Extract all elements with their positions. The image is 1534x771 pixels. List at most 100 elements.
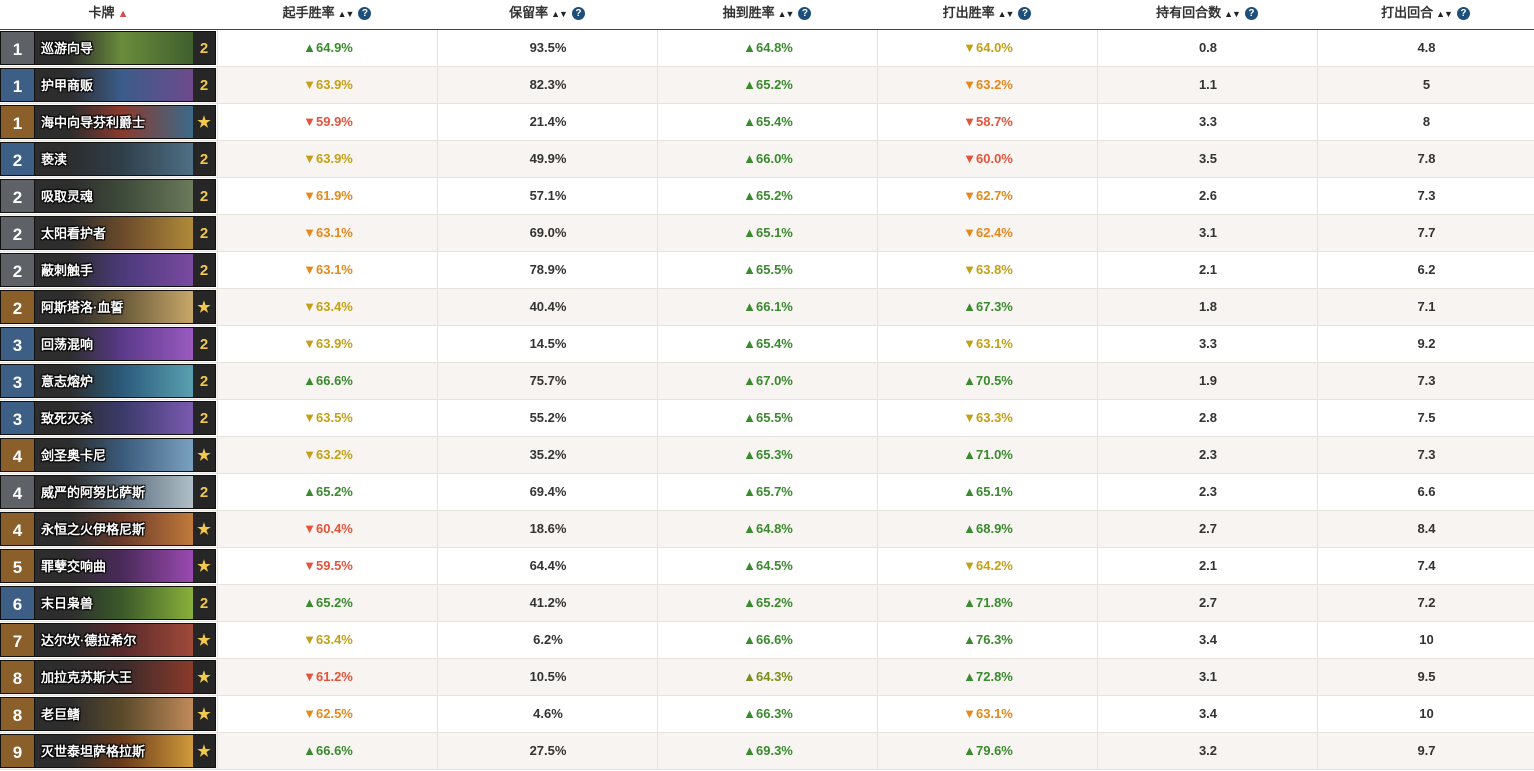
- mulligan-winrate-cell: ▼63.9%: [217, 141, 438, 177]
- card-cost: 6: [1, 587, 35, 619]
- mulligan-winrate-cell: ▲66.6%: [217, 733, 438, 769]
- table-row[interactable]: 9 灭世泰坦萨格拉斯 ★ ▲66.6% 27.5% ▲69.3% ▲79.6% 3.2 9.7: [0, 733, 1534, 770]
- help-icon[interactable]: ?: [1018, 7, 1032, 20]
- table-row[interactable]: 2 吸取灵魂 2 ▼61.9% 57.1% ▲65.2% ▼62.7% 2.6 7.3: [0, 178, 1534, 215]
- turn-played-cell: 9.2: [1317, 326, 1534, 362]
- turn-played-cell: 6.6: [1317, 474, 1534, 510]
- column-header-turn[interactable]: 打出回合 ▲▼?: [1317, 0, 1534, 29]
- card-tile[interactable]: 2 太阳看护者 2: [0, 216, 216, 250]
- card-art-image: [35, 143, 193, 175]
- card-art-image: [35, 254, 193, 286]
- card-tile[interactable]: 1 海中向导芬利爵士 ★: [0, 105, 216, 139]
- card-tile[interactable]: 6 末日枭兽 2: [0, 586, 216, 620]
- column-header-played[interactable]: 打出胜率 ▲▼?: [877, 0, 1097, 29]
- card-tile[interactable]: 7 达尔坎·德拉希尔 ★: [0, 623, 216, 657]
- turns-held-cell: 2.7: [1097, 511, 1318, 547]
- turn-played-cell: 9.7: [1317, 733, 1534, 769]
- card-tile[interactable]: 1 护甲商贩 2: [0, 68, 216, 102]
- table-row[interactable]: 8 老巨鳍 ★ ▼62.5% 4.6% ▲66.3% ▼63.1% 3.4 10: [0, 696, 1534, 733]
- card-cost: 3: [1, 328, 35, 360]
- played-winrate-cell: ▼63.8%: [877, 252, 1098, 288]
- card-tile[interactable]: 2 蔽刺触手 2: [0, 253, 216, 287]
- column-header-drawn[interactable]: 抽到胜率 ▲▼?: [657, 0, 877, 29]
- keep-rate-cell: 69.0%: [437, 215, 658, 251]
- legendary-star-icon: ★: [193, 291, 215, 323]
- card-count: 2: [193, 365, 215, 397]
- turn-played-cell: 4.8: [1317, 30, 1534, 66]
- card-tile[interactable]: 3 意志熔炉 2: [0, 364, 216, 398]
- table-row[interactable]: 2 亵渎 2 ▼63.9% 49.9% ▲66.0% ▼60.0% 3.5 7.8: [0, 141, 1534, 178]
- sort-icon[interactable]: ▲▼: [551, 9, 568, 19]
- sort-icon[interactable]: ▲▼: [1436, 9, 1453, 19]
- turn-played-cell: 7.1: [1317, 289, 1534, 325]
- played-winrate-cell: ▼64.2%: [877, 548, 1098, 584]
- keep-rate-cell: 49.9%: [437, 141, 658, 177]
- column-header-card[interactable]: 卡牌 ▲: [0, 0, 217, 29]
- mulligan-winrate-cell: ▼60.4%: [217, 511, 438, 547]
- column-header-held[interactable]: 持有回合数 ▲▼?: [1097, 0, 1317, 29]
- sort-icon[interactable]: ▲▼: [1224, 9, 1241, 19]
- card-tile[interactable]: 5 罪孽交响曲 ★: [0, 549, 216, 583]
- card-tile[interactable]: 2 吸取灵魂 2: [0, 179, 216, 213]
- table-row[interactable]: 3 致死灭杀 2 ▼63.5% 55.2% ▲65.5% ▼63.3% 2.8 7.5: [0, 400, 1534, 437]
- table-row[interactable]: 2 太阳看护者 2 ▼63.1% 69.0% ▲65.1% ▼62.4% 3.1 7.7: [0, 215, 1534, 252]
- sort-icon[interactable]: ▲▼: [997, 9, 1015, 19]
- table-row[interactable]: 2 蔽刺触手 2 ▼63.1% 78.9% ▲65.5% ▼63.8% 2.1 6.2: [0, 252, 1534, 289]
- card-tile[interactable]: 4 永恒之火伊格尼斯 ★: [0, 512, 216, 546]
- table-row[interactable]: 3 回荡混响 2 ▼63.9% 14.5% ▲65.4% ▼63.1% 3.3 9.2: [0, 326, 1534, 363]
- card-art-image: [35, 106, 193, 138]
- sort-icon[interactable]: ▲▼: [777, 9, 795, 19]
- table-row[interactable]: 5 罪孽交响曲 ★ ▼59.5% 64.4% ▲64.5% ▼64.2% 2.1 7.4: [0, 548, 1534, 585]
- card-name: 致死灭杀: [41, 411, 94, 426]
- table-row[interactable]: 1 巡游向导 2 ▲64.9% 93.5% ▲64.8% ▼64.0% 0.8 4.8: [0, 30, 1534, 67]
- table-row[interactable]: 4 威严的阿努比萨斯 2 ▲65.2% 69.4% ▲65.7% ▲65.1% 2.3 6.6: [0, 474, 1534, 511]
- card-tile[interactable]: 2 阿斯塔洛·血誓 ★: [0, 290, 216, 324]
- table-row[interactable]: 4 永恒之火伊格尼斯 ★ ▼60.4% 18.6% ▲64.8% ▲68.9% 2.7 8.4: [0, 511, 1534, 548]
- table-row[interactable]: 6 末日枭兽 2 ▲65.2% 41.2% ▲65.2% ▲71.8% 2.7 7.2: [0, 585, 1534, 622]
- card-tile[interactable]: 8 老巨鳍 ★: [0, 697, 216, 731]
- table-row[interactable]: 8 加拉克苏斯大王 ★ ▼61.2% 10.5% ▲64.3% ▲72.8% 3.1 9.5: [0, 659, 1534, 696]
- keep-rate-cell: 27.5%: [437, 733, 658, 769]
- table-row[interactable]: 1 海中向导芬利爵士 ★ ▼59.9% 21.4% ▲65.4% ▼58.7% 3.3 8: [0, 104, 1534, 141]
- mulligan-winrate-cell: ▼63.9%: [217, 67, 438, 103]
- card-tile[interactable]: 1 巡游向导 2: [0, 31, 216, 65]
- turn-played-cell: 7.3: [1317, 437, 1534, 473]
- column-header-keep[interactable]: 保留率 ▲▼?: [437, 0, 657, 29]
- played-winrate-cell: ▲68.9%: [877, 511, 1098, 547]
- card-tile[interactable]: 2 亵渎 2: [0, 142, 216, 176]
- legendary-star-icon: ★: [193, 624, 215, 656]
- card-name: 加拉克苏斯大王: [41, 670, 133, 685]
- table-row[interactable]: 4 剑圣奥卡尼 ★ ▼63.2% 35.2% ▲65.3% ▲71.0% 2.3 7.3: [0, 437, 1534, 474]
- card-art-image: [35, 513, 193, 545]
- card-name: 回荡混响: [41, 337, 94, 352]
- card-tile[interactable]: 4 剑圣奥卡尼 ★: [0, 438, 216, 472]
- help-icon[interactable]: ?: [1244, 7, 1258, 20]
- table-row[interactable]: 7 达尔坎·德拉希尔 ★ ▼63.4% 6.2% ▲66.6% ▲76.3% 3.4 10: [0, 622, 1534, 659]
- mulligan-winrate-cell: ▼59.9%: [217, 104, 438, 140]
- card-name: 永恒之火伊格尼斯: [41, 522, 146, 537]
- mulligan-winrate-cell: ▼63.5%: [217, 400, 438, 436]
- card-tile[interactable]: 3 致死灭杀 2: [0, 401, 216, 435]
- card-tile[interactable]: 3 回荡混响 2: [0, 327, 216, 361]
- card-name: 达尔坎·德拉希尔: [41, 633, 137, 648]
- help-icon[interactable]: ?: [358, 7, 372, 20]
- column-header-mulligan[interactable]: 起手胜率 ▲▼?: [217, 0, 437, 29]
- help-icon[interactable]: ?: [571, 7, 585, 20]
- card-tile[interactable]: 4 威严的阿努比萨斯 2: [0, 475, 216, 509]
- card-cost: 2: [1, 254, 35, 286]
- drawn-winrate-cell: ▲64.5%: [657, 548, 878, 584]
- turns-held-cell: 3.2: [1097, 733, 1318, 769]
- sort-icon[interactable]: ▲▼: [337, 9, 355, 19]
- mulligan-winrate-cell: ▲66.6%: [217, 363, 438, 399]
- turns-held-cell: 3.5: [1097, 141, 1318, 177]
- card-cost: 4: [1, 513, 35, 545]
- help-icon[interactable]: ?: [1456, 7, 1470, 20]
- card-tile[interactable]: 9 灭世泰坦萨格拉斯 ★: [0, 734, 216, 768]
- card-tile[interactable]: 8 加拉克苏斯大王 ★: [0, 660, 216, 694]
- table-row[interactable]: 1 护甲商贩 2 ▼63.9% 82.3% ▲65.2% ▼63.2% 1.1 5: [0, 67, 1534, 104]
- table-row[interactable]: 3 意志熔炉 2 ▲66.6% 75.7% ▲67.0% ▲70.5% 1.9 7.3: [0, 363, 1534, 400]
- card-art-image: [35, 661, 193, 693]
- help-icon[interactable]: ?: [798, 7, 812, 20]
- table-row[interactable]: 2 阿斯塔洛·血誓 ★ ▼63.4% 40.4% ▲66.1% ▲67.3% 1.8 7.1: [0, 289, 1534, 326]
- keep-rate-cell: 6.2%: [437, 622, 658, 658]
